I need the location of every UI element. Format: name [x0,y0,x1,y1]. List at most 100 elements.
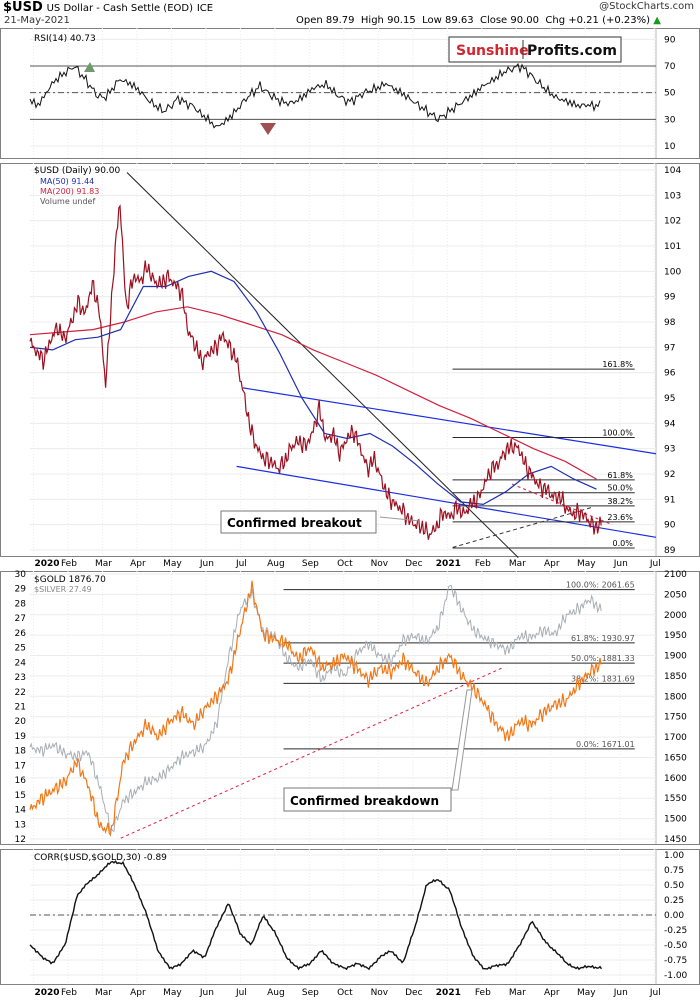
corr-legend-label: CORR($USD,$GOLD,30) -0.89 [34,853,167,863]
price-tick-label: 99 [664,293,676,303]
x-tick-label: 2020 [34,988,59,998]
rsi-tick-label: 10 [664,142,676,152]
gold-left-tick-label: 19 [15,732,27,742]
corr-tick-label: 1.00 [664,851,684,861]
x-tick-label: Jul [649,559,661,569]
gold-right-tick-label: 2000 [664,611,687,621]
date-label: 21-May-2021 [4,15,70,26]
price-fib-label: 50.0% [607,484,633,493]
gold-fib-label: 50.0%: 1881.33 [571,654,635,663]
x-tick-label: Sep [302,988,319,998]
x-tick-label: Jun [613,559,628,569]
ma200-line [29,306,597,480]
gold-right-tick-label: 1700 [664,733,687,743]
gold-left-tick-label: 13 [15,820,26,830]
gold-fib-label: 100.0%: 2061.65 [566,581,635,590]
rsi-overbought-fill [84,62,95,72]
up-arrow-icon: ▲ [653,15,661,26]
x-tick-label: Apr [130,988,146,998]
symbol: $USD [3,0,43,15]
gold-left-tick-label: 22 [15,688,26,698]
ohlc-line: Open 89.79 High 90.15 Low 89.63 Close 90… [296,15,661,26]
rsi-tick-label: 70 [664,62,676,72]
channel-upper-line [242,387,657,455]
gold-fib-label: 0.0%: 1671.01 [576,740,635,749]
gold-right-tick-label: 1850 [664,672,687,682]
gold-left-tick-label: 25 [15,644,26,654]
logo-box [448,36,622,63]
ma50-line [29,270,597,506]
corr-tick-label: -0.50 [664,941,688,951]
x-tick-label: Sep [302,559,319,569]
price-tick-label: 98 [664,318,676,328]
breakout-callout-box [220,510,377,534]
x-tick-label: Feb [475,988,491,998]
x-tick-label: May [577,559,596,569]
price-tick-label: 104 [664,166,681,176]
x-tick-label: Apr [544,559,560,569]
gold-left-tick-label: 12 [15,835,26,845]
x-tick-label: Feb [61,559,77,569]
x-tick-label: Jun [613,988,628,998]
gold-right-tick-label: 1650 [664,753,687,763]
corr-tick-label: 0.00 [664,911,684,921]
price-fib-label: 38.2% [607,497,633,506]
price-tick-label: 97 [664,343,675,353]
high-value: 90.15 [387,15,416,26]
corr-tick-label: -0.75 [664,956,687,966]
instrument-name: US Dollar - Cash Settle (EOD) [46,3,193,14]
logo-text-sunshine: Sunshine [456,43,529,59]
price-tick-label: 89 [664,546,676,556]
gold-fib-label: 61.8%: 1930.97 [571,634,635,643]
gold-left-tick-label: 24 [15,658,27,668]
x-tick-label: Aug [267,559,285,569]
price-tick-label: 96 [664,369,676,379]
price-tick-label: 91 [664,495,675,505]
x-tick-label: 2021 [436,988,461,998]
rsi-tick-label: 90 [664,35,676,45]
rsi-tick-label: 50 [664,89,676,99]
x-tick-label: Apr [544,988,560,998]
gold-left-tick-label: 23 [15,673,26,683]
gold-left-tick-label: 21 [15,703,26,713]
x-tick-label: Nov [371,559,389,569]
change-value: +0.21 (+0.23%) [568,15,651,26]
price-legend-volume: Volume undef [40,197,95,206]
exchange: ICE [196,3,214,14]
x-tick-label: Nov [371,988,389,998]
x-tick-label: May [163,988,182,998]
price-tick-label: 94 [664,419,676,429]
x-tick-label: Aug [267,988,285,998]
gold-fib-label: 38.2%: 1831.69 [571,674,635,683]
price-legend-ma200: MA(200) 91.83 [40,187,99,196]
price-tick-label: 95 [664,394,675,404]
x-tick-label: Jun [199,988,214,998]
x-tick-label: 2020 [34,559,59,569]
x-tick-label: Feb [61,988,77,998]
breakdown-callout-pointer [451,689,473,791]
gold-right-tick-label: 1600 [664,774,687,784]
gold-left-tick-label: 15 [15,791,26,801]
open-value: 89.79 [325,15,355,26]
price-fib-label: 61.8% [607,471,633,480]
price-legend-ma50: MA(50) 91.44 [40,177,94,186]
gold-right-tick-label: 1750 [664,713,687,723]
low-value: 89.63 [444,15,474,26]
price-tick-label: 103 [664,191,681,201]
breakdown-callout-text: Confirmed breakdown [290,794,439,808]
corr-tick-label: 0.75 [664,866,684,876]
x-tick-label: Mar [509,988,526,998]
x-tick-label: Dec [405,559,422,569]
x-tick-label: Jun [199,559,214,569]
x-tick-label: Apr [130,559,146,569]
x-tick-label: May [163,559,182,569]
breakdown-callout-box [283,787,452,812]
x-tick-label: Oct [337,559,353,569]
gold-right-tick-label: 1450 [664,835,687,845]
price-tick-label: 100 [664,267,681,277]
downtrend-line [126,172,519,558]
gold-right-tick-label: 1500 [664,815,687,825]
price-fib-label: 23.6% [607,513,633,522]
breakout-callout-text: Confirmed breakout [227,516,362,530]
